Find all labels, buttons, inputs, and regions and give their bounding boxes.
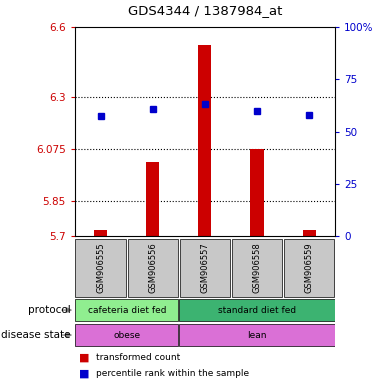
Text: disease state: disease state [2,330,71,340]
Bar [128,239,178,297]
Text: lean: lean [247,331,267,339]
Text: GDS4344 / 1387984_at: GDS4344 / 1387984_at [128,4,282,17]
Text: transformed count: transformed count [96,353,180,362]
Text: percentile rank within the sample: percentile rank within the sample [96,369,249,378]
Text: ■: ■ [79,353,89,363]
Bar [198,45,211,236]
Text: GSM906557: GSM906557 [200,242,210,293]
Text: GSM906556: GSM906556 [148,242,157,293]
Bar [75,324,178,346]
Bar [303,230,316,236]
Text: GSM906558: GSM906558 [252,242,262,293]
Text: GSM906555: GSM906555 [96,243,105,293]
Text: standard diet fed: standard diet fed [218,306,296,314]
Bar [179,299,335,321]
Bar [180,239,230,297]
Text: GSM906559: GSM906559 [304,243,314,293]
Text: cafeteria diet fed: cafeteria diet fed [88,306,166,314]
Bar [75,299,178,321]
Text: ■: ■ [79,369,89,379]
Bar [75,239,126,297]
Bar [232,239,282,297]
Bar [284,239,334,297]
Bar [146,162,159,236]
Bar [250,149,264,236]
Bar [94,230,107,236]
Bar [179,324,335,346]
Text: protocol: protocol [28,305,71,315]
Text: obese: obese [113,331,140,339]
